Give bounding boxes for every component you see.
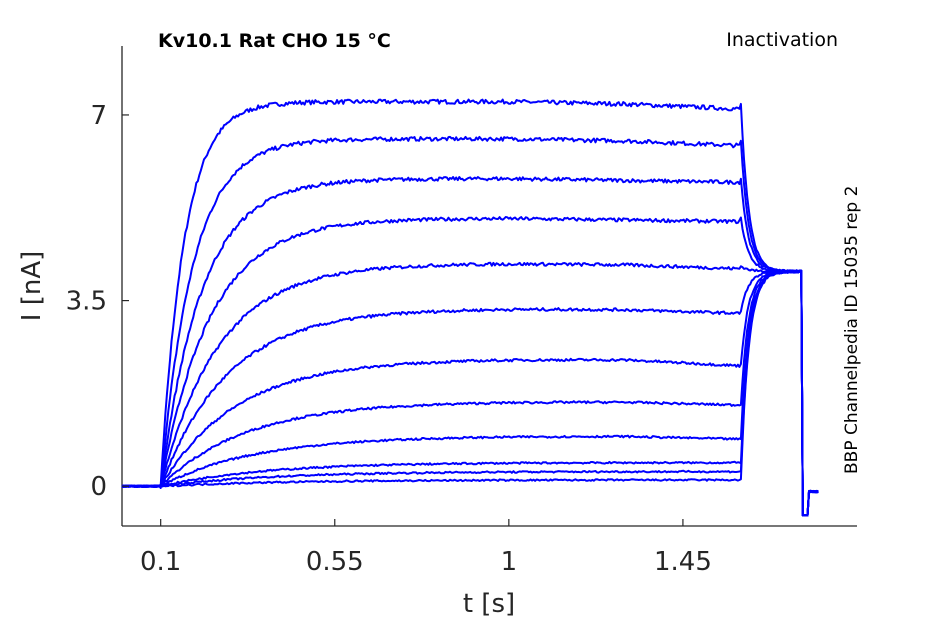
current-trace (121, 176, 819, 517)
current-trace (121, 269, 819, 517)
current-trace (121, 135, 819, 517)
current-trace (121, 261, 819, 517)
traces (121, 98, 819, 517)
current-trace (121, 269, 819, 517)
y-tick-label: 7 (90, 101, 107, 131)
axes (121, 46, 857, 527)
y-axis-title: I [nA] (17, 251, 47, 321)
y-tick-label: 3.5 (66, 287, 107, 317)
y-tick-label: 0 (90, 472, 107, 502)
x-tick-label: 0.1 (140, 547, 181, 577)
x-tick-label: 1.45 (654, 547, 712, 577)
current-trace (121, 269, 819, 517)
current-trace (121, 269, 819, 517)
current-trace (121, 269, 819, 517)
current-trace (121, 98, 819, 517)
x-tick-label: 0.55 (306, 547, 364, 577)
x-tick-label: 1 (501, 547, 518, 577)
protocol-label: Inactivation (726, 29, 838, 51)
ticks: 0.1 0.55 1 1.45 0 3.5 7 (66, 101, 712, 577)
chart-title: Kv10.1 Rat CHO 15 °C (158, 30, 391, 52)
current-trace (121, 269, 819, 517)
x-axis-title: t [s] (463, 589, 515, 619)
current-trace (122, 269, 819, 517)
source-label: BBP Channelpedia ID 15035 rep 2 (842, 186, 862, 474)
current-trace (121, 216, 819, 517)
